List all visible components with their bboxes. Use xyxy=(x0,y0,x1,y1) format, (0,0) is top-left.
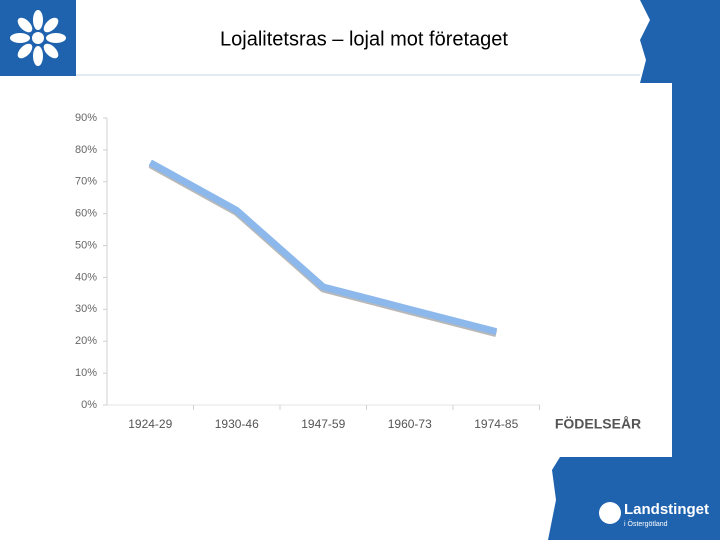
x-tick-label: 1960-73 xyxy=(388,417,432,431)
footer-logo-name: Landstinget xyxy=(624,501,709,518)
y-tick-label: 10% xyxy=(75,367,97,379)
x-tick-label: 1924-29 xyxy=(128,417,172,431)
line xyxy=(148,159,498,336)
x-axis-title: FÖDELSEÅR xyxy=(555,416,641,432)
y-tick-label: 30% xyxy=(75,303,97,315)
y-tick-label: 0% xyxy=(81,399,97,411)
x-tick-label: 1930-46 xyxy=(215,417,259,431)
y-tick-label: 60% xyxy=(75,208,97,220)
logo-flower xyxy=(10,10,66,66)
map-decoration xyxy=(548,0,720,540)
y-tick-label: 40% xyxy=(75,271,97,283)
x-tick-label: 1974-85 xyxy=(474,417,518,431)
y-tick-label: 20% xyxy=(75,335,97,347)
y-tick-label: 80% xyxy=(75,144,97,156)
slide-title: Lojalitetsras – lojal mot företaget xyxy=(220,28,508,50)
y-tick-label: 50% xyxy=(75,239,97,251)
x-tick-label: 1947-59 xyxy=(301,417,345,431)
y-tick-label: 70% xyxy=(75,176,97,188)
y-tick-label: 90% xyxy=(75,112,97,124)
footer-logo-region: i Östergötland xyxy=(624,520,668,528)
chart-panel xyxy=(40,83,672,457)
footer-logo-mark xyxy=(599,502,621,524)
